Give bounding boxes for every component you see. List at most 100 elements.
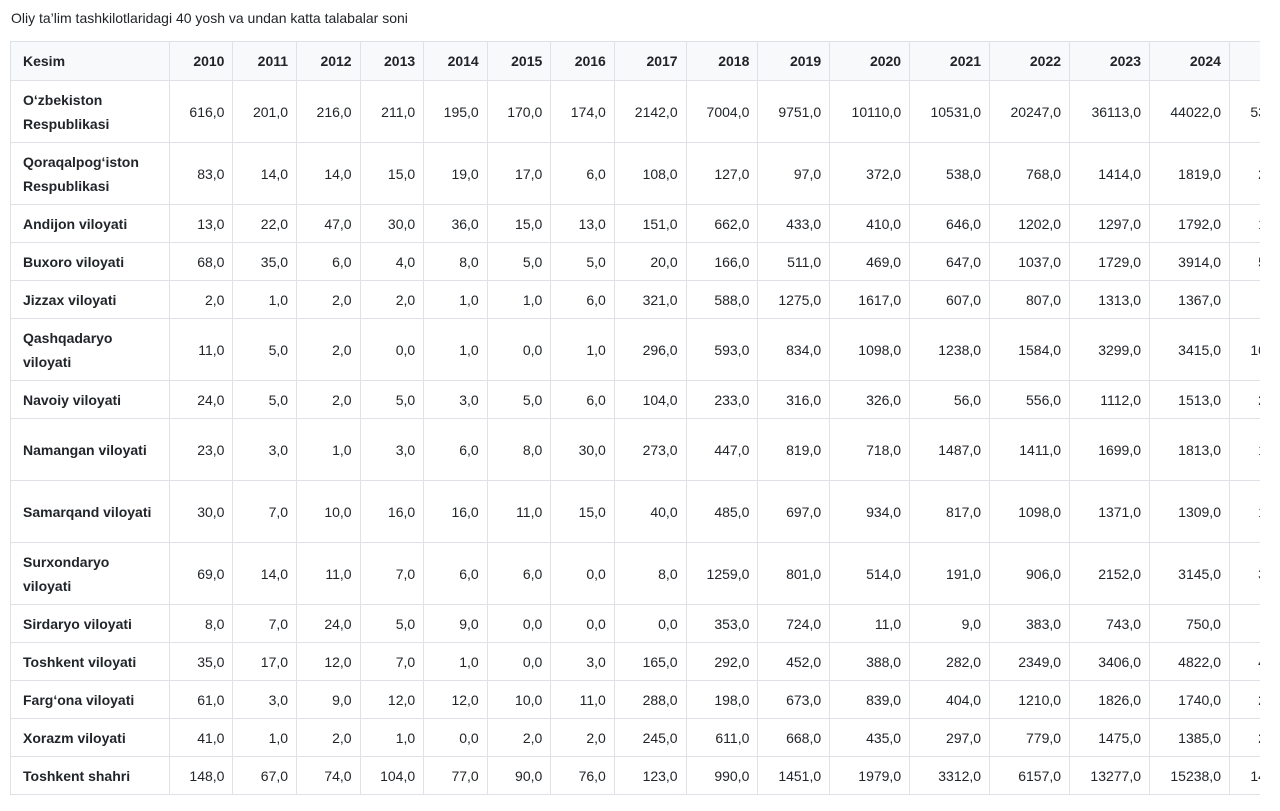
header-year[interactable]: 2021 — [909, 41, 991, 81]
table-cell: 3,0 — [423, 380, 488, 419]
table-cell: 211,0 — [359, 80, 425, 143]
table-cell: 2349,0 — [989, 642, 1071, 681]
header-kesim[interactable]: Kesim — [10, 41, 170, 81]
table-cell: 593,0 — [685, 318, 759, 381]
header-year[interactable]: 2019 — [757, 41, 831, 81]
table-cell: 2,0 — [296, 318, 361, 381]
table-cell: 10531,0 — [909, 80, 991, 143]
table-cell: 35,0 — [232, 242, 298, 281]
table-cell: 404,0 — [909, 680, 991, 719]
table-cell: 14,0 — [296, 142, 361, 205]
table-cell: 245,0 — [613, 718, 687, 757]
table-cell: 7004,0 — [685, 80, 759, 143]
table-cell: 5,0 — [359, 380, 425, 419]
header-year[interactable]: 2023 — [1069, 41, 1151, 81]
table-cell: 697,0 — [757, 480, 831, 543]
table-header-row: Kesim 2010 2011 2012 2013 2014 2015 2016 2017 20… — [10, 41, 1260, 81]
table-cell: 8,0 — [613, 542, 687, 605]
table-cell: 0,0 — [550, 542, 615, 605]
table-cell: 1367,0 — [1149, 280, 1230, 319]
table-cell: 151,0 — [613, 204, 687, 243]
row-label: Jizzax viloyati — [10, 280, 170, 319]
table-cell: 20247,0 — [989, 80, 1071, 143]
table-cell: 198,0 — [685, 680, 759, 719]
table-cell: 3368,0 — [1228, 542, 1260, 605]
table-cell: 1214,0 — [1228, 480, 1260, 543]
table-cell: 10110,0 — [829, 80, 911, 143]
table-cell: 1813,0 — [1149, 418, 1230, 481]
header-year[interactable]: 2013 — [359, 41, 425, 81]
table-cell: 2,0 — [296, 718, 361, 757]
table-cell: 768,0 — [989, 142, 1071, 205]
data-table-container[interactable]: Kesim 2010 2011 2012 2013 2014 2015 2016 2017 20… — [10, 41, 1260, 807]
header-year[interactable]: 2025 — [1228, 41, 1260, 81]
table-cell: 3299,0 — [1069, 318, 1151, 381]
header-year[interactable]: 2017 — [613, 41, 687, 81]
table-cell: 2142,0 — [613, 80, 687, 143]
table-cell: 435,0 — [829, 718, 911, 757]
table-cell: 321,0 — [613, 280, 687, 319]
table-row: Samarqand viloyati 30,0 7,0 10,0 16,0 16,0 11,… — [10, 480, 1260, 543]
table-cell: 67,0 — [232, 756, 298, 795]
table-cell: 5,0 — [550, 242, 615, 281]
table-cell: 11,0 — [829, 604, 911, 643]
table-cell: 452,0 — [757, 642, 831, 681]
table-cell: 6,0 — [550, 142, 615, 205]
table-cell: 673,0 — [757, 680, 831, 719]
table-cell: 15,0 — [550, 480, 615, 543]
table-cell: 5,0 — [486, 242, 552, 281]
table-cell: 6157,0 — [989, 756, 1071, 795]
table-cell: 23,0 — [168, 418, 234, 481]
header-year[interactable]: 2015 — [486, 41, 552, 81]
table-cell: 743,0 — [1069, 604, 1151, 643]
table-cell: 233,0 — [685, 380, 759, 419]
header-year[interactable]: 2018 — [685, 41, 759, 81]
table-cell: 8,0 — [423, 242, 488, 281]
table-cell: 30,0 — [168, 480, 234, 543]
table-cell: 662,0 — [685, 204, 759, 243]
table-cell: 11,0 — [296, 542, 361, 605]
row-label: Andijon viloyati — [10, 204, 170, 243]
row-label: Surxondaryo viloyati — [10, 542, 170, 605]
header-year[interactable]: 2020 — [829, 41, 911, 81]
table-cell: 3406,0 — [1069, 642, 1151, 681]
header-year[interactable]: 2011 — [232, 41, 298, 81]
table-cell: 53483,0 — [1228, 80, 1260, 143]
table-cell: 56,0 — [909, 380, 991, 419]
table-cell: 531,0 — [1228, 604, 1260, 643]
table-cell: 1617,0 — [829, 280, 911, 319]
table-cell: 14,0 — [232, 542, 298, 605]
header-year[interactable]: 2016 — [550, 41, 615, 81]
table-cell: 1275,0 — [757, 280, 831, 319]
table-cell: 801,0 — [757, 542, 831, 605]
table-cell: 3415,0 — [1149, 318, 1230, 381]
table-cell: 4937,0 — [1228, 642, 1260, 681]
table-row: Jizzax viloyati 2,0 1,0 2,0 2,0 1,0 1,0 6,0 321,… — [10, 280, 1260, 319]
row-label: Toshkent shahri — [10, 756, 170, 795]
header-year[interactable]: 2012 — [296, 41, 361, 81]
header-year[interactable]: 2010 — [168, 41, 234, 81]
header-year[interactable]: 2022 — [989, 41, 1071, 81]
table-cell: 1792,0 — [1149, 204, 1230, 243]
table-cell: 36113,0 — [1069, 80, 1151, 143]
header-year[interactable]: 2014 — [423, 41, 488, 81]
table-cell: 1037,0 — [989, 242, 1071, 281]
table-cell: 174,0 — [550, 80, 615, 143]
header-year[interactable]: 2024 — [1149, 41, 1230, 81]
table-cell: 6,0 — [296, 242, 361, 281]
table-cell: 10055,0 — [1228, 318, 1260, 381]
table-row: Andijon viloyati 13,0 22,0 47,0 30,0 36,0 15,0… — [10, 204, 1260, 243]
table-cell: 1,0 — [359, 718, 425, 757]
table-cell: 9,0 — [909, 604, 991, 643]
table-cell: 41,0 — [168, 718, 234, 757]
table-cell: 74,0 — [296, 756, 361, 795]
table-cell: 5291,0 — [1228, 242, 1260, 281]
table-cell: 166,0 — [685, 242, 759, 281]
table-cell: 296,0 — [613, 318, 687, 381]
table-cell: 90,0 — [486, 756, 552, 795]
table-cell: 12,0 — [296, 642, 361, 681]
table-cell: 934,0 — [829, 480, 911, 543]
table-cell: 5,0 — [232, 380, 298, 419]
table-cell: 19,0 — [423, 142, 488, 205]
table-cell: 607,0 — [909, 280, 991, 319]
